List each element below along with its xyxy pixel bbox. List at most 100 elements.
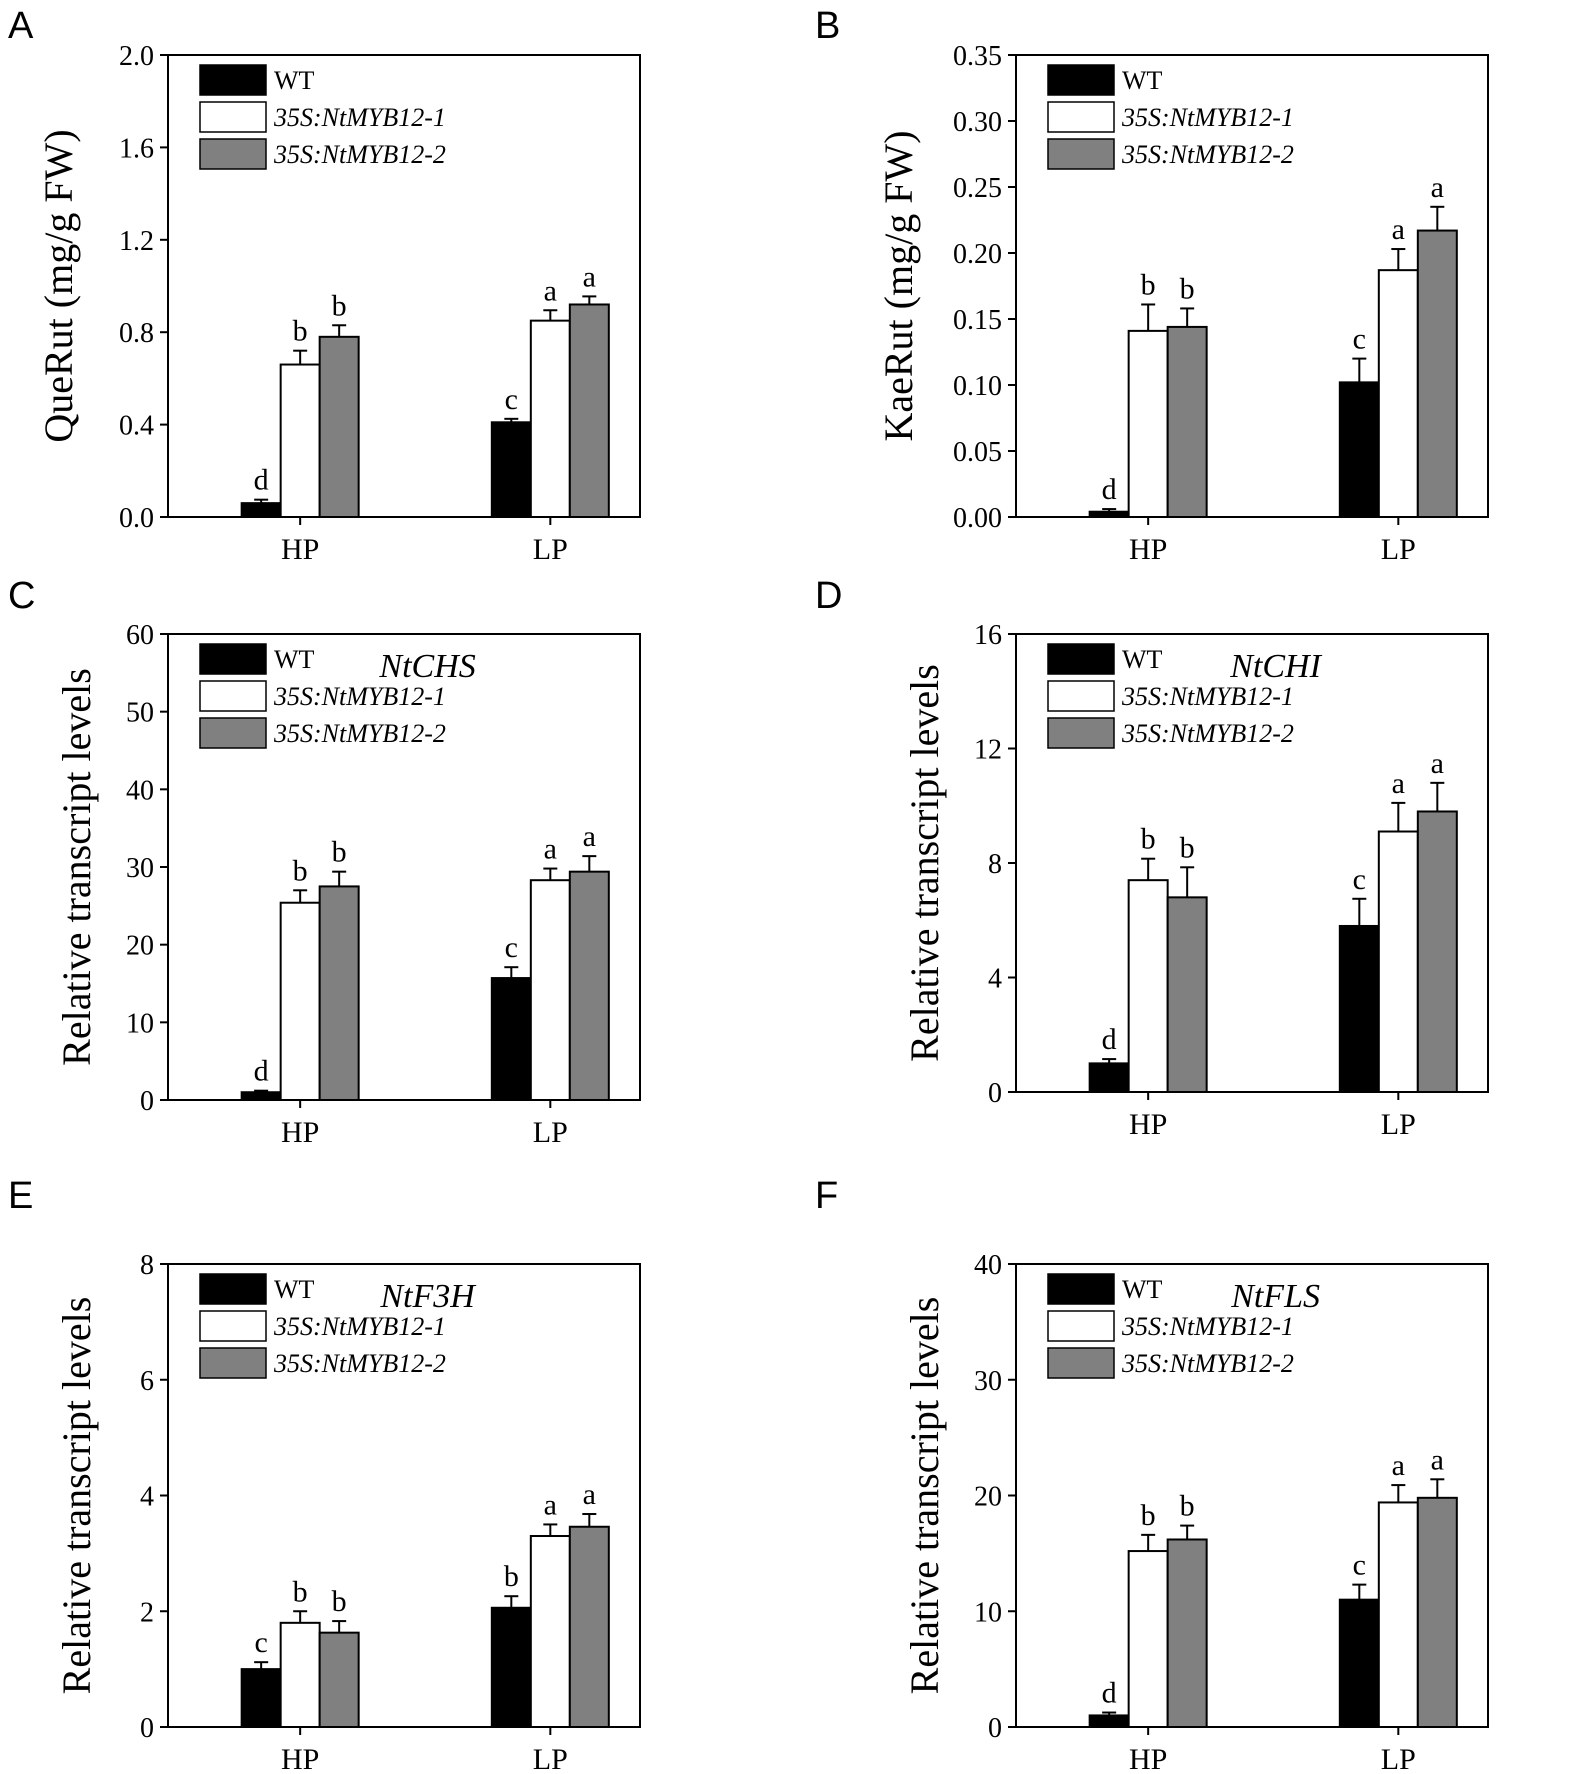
- y-tick-label: 0.35: [953, 41, 1002, 72]
- significance-letter: a: [1392, 1449, 1405, 1482]
- bar: [240, 1668, 282, 1728]
- bar: [490, 421, 532, 519]
- y-tick-label: 30: [974, 1366, 1002, 1397]
- legend-label: WT: [1122, 1275, 1163, 1304]
- x-category-label: HP: [281, 533, 319, 566]
- x-category-label: LP: [533, 1743, 568, 1774]
- y-tick-label: 0: [140, 1086, 154, 1117]
- legend-label: 35S:NtMYB12-2: [1121, 1349, 1294, 1378]
- panel-f: F 0 10 20 30 40 HP LP Relative transcript levels…: [815, 1175, 1489, 1774]
- y-axis-label: Relative transcript levels: [54, 1297, 99, 1695]
- legend-swatch: [1047, 64, 1115, 96]
- bar: [568, 1525, 610, 1728]
- significance-letter: c: [1353, 863, 1366, 896]
- x-category-label: LP: [533, 533, 568, 566]
- significance-letter: d: [1102, 1023, 1117, 1056]
- legend-label: 35S:NtMYB12-2: [1121, 719, 1294, 748]
- bar: [279, 1621, 321, 1728]
- bar: [568, 870, 610, 1101]
- legend-label: 35S:NtMYB12-1: [1121, 1312, 1294, 1341]
- bar: [1416, 810, 1458, 1093]
- significance-letter: b: [1141, 1499, 1156, 1532]
- bar: [1338, 1598, 1380, 1729]
- panel-a: A 0.0 0.4 0.8 1.2 1.6 2.0 HP LP QueRut (mg/g FW) d…: [8, 5, 641, 566]
- y-tick-label: 0: [140, 1713, 154, 1744]
- y-tick-label: 1.2: [119, 226, 154, 257]
- significance-letter: a: [583, 820, 596, 853]
- significance-letter: c: [1353, 1549, 1366, 1582]
- bar: [1416, 1496, 1458, 1728]
- significance-letter: b: [332, 289, 347, 322]
- legend-swatch: [1047, 680, 1115, 712]
- y-tick-label: 0.10: [953, 371, 1002, 402]
- bar: [1416, 229, 1458, 518]
- significance-letter: b: [1180, 272, 1195, 305]
- bar: [1088, 1062, 1130, 1093]
- legend-label: WT: [274, 645, 315, 674]
- x-category-label: LP: [1381, 533, 1416, 566]
- y-tick-label: 20: [974, 1482, 1002, 1513]
- significance-letter: a: [544, 833, 557, 866]
- legend-swatch: [1047, 138, 1115, 170]
- legend-label: 35S:NtMYB12-1: [273, 1312, 446, 1341]
- legend-swatch: [199, 680, 267, 712]
- legend-swatch: [199, 1347, 267, 1379]
- y-axis-label: Relative transcript levels: [902, 664, 947, 1062]
- bar: [1127, 879, 1169, 1093]
- bar: [529, 1535, 571, 1728]
- legend-label: 35S:NtMYB12-1: [273, 103, 446, 132]
- x-category-label: HP: [1129, 1108, 1167, 1141]
- legend-swatch: [1047, 1347, 1115, 1379]
- legend-swatch: [199, 64, 267, 96]
- x-category-label: HP: [1129, 1743, 1167, 1774]
- panel-letter: A: [8, 5, 34, 47]
- significance-letter: a: [544, 274, 557, 307]
- panel-letter: C: [8, 575, 35, 617]
- legend-label: WT: [274, 1275, 315, 1304]
- legend-swatch: [199, 643, 267, 675]
- significance-letter: b: [1180, 1490, 1195, 1523]
- legend-label: 35S:NtMYB12-2: [273, 140, 446, 169]
- legend-swatch: [199, 101, 267, 133]
- legend-swatch: [199, 1310, 267, 1342]
- legend-label: 35S:NtMYB12-1: [1121, 682, 1294, 711]
- x-category-label: LP: [1381, 1743, 1416, 1774]
- significance-letter: a: [544, 1488, 557, 1521]
- significance-letter: b: [1141, 823, 1156, 856]
- y-axis-label: Relative transcript levels: [54, 668, 99, 1066]
- x-category-label: HP: [281, 1743, 319, 1774]
- x-category-label: LP: [533, 1116, 568, 1149]
- significance-letter: b: [293, 1575, 308, 1608]
- y-tick-label: 2: [140, 1597, 154, 1628]
- legend-swatch: [1047, 1310, 1115, 1342]
- bar: [1377, 269, 1419, 518]
- legend-swatch: [1047, 101, 1115, 133]
- gene-label: NtCHI: [1229, 648, 1322, 685]
- y-tick-label: 0.20: [953, 239, 1002, 270]
- significance-letter: a: [1431, 171, 1444, 204]
- significance-letter: b: [332, 836, 347, 869]
- legend-label: 35S:NtMYB12-2: [273, 719, 446, 748]
- bar: [1166, 896, 1208, 1093]
- y-tick-label: 4: [988, 964, 1002, 995]
- y-tick-label: 8: [988, 849, 1002, 880]
- significance-letter: b: [293, 315, 308, 348]
- plot-frame: [1015, 54, 1489, 518]
- x-category-label: LP: [1381, 1108, 1416, 1141]
- panel-letter: B: [815, 5, 840, 47]
- bar: [318, 335, 360, 518]
- bar: [1166, 1538, 1208, 1728]
- significance-letter: c: [505, 931, 518, 964]
- significance-letter: a: [1431, 747, 1444, 780]
- y-axis-label: QueRut (mg/g FW): [36, 129, 81, 442]
- gene-label: NtCHS: [378, 648, 475, 685]
- significance-letter: d: [254, 464, 269, 497]
- bar: [1377, 1501, 1419, 1728]
- significance-letter: b: [293, 854, 308, 887]
- bar: [279, 363, 321, 519]
- panel-letter: E: [8, 1175, 33, 1217]
- significance-letter: a: [1392, 213, 1405, 246]
- y-axis-label: KaeRut (mg/g FW): [876, 130, 921, 441]
- legend-label: WT: [1122, 66, 1163, 95]
